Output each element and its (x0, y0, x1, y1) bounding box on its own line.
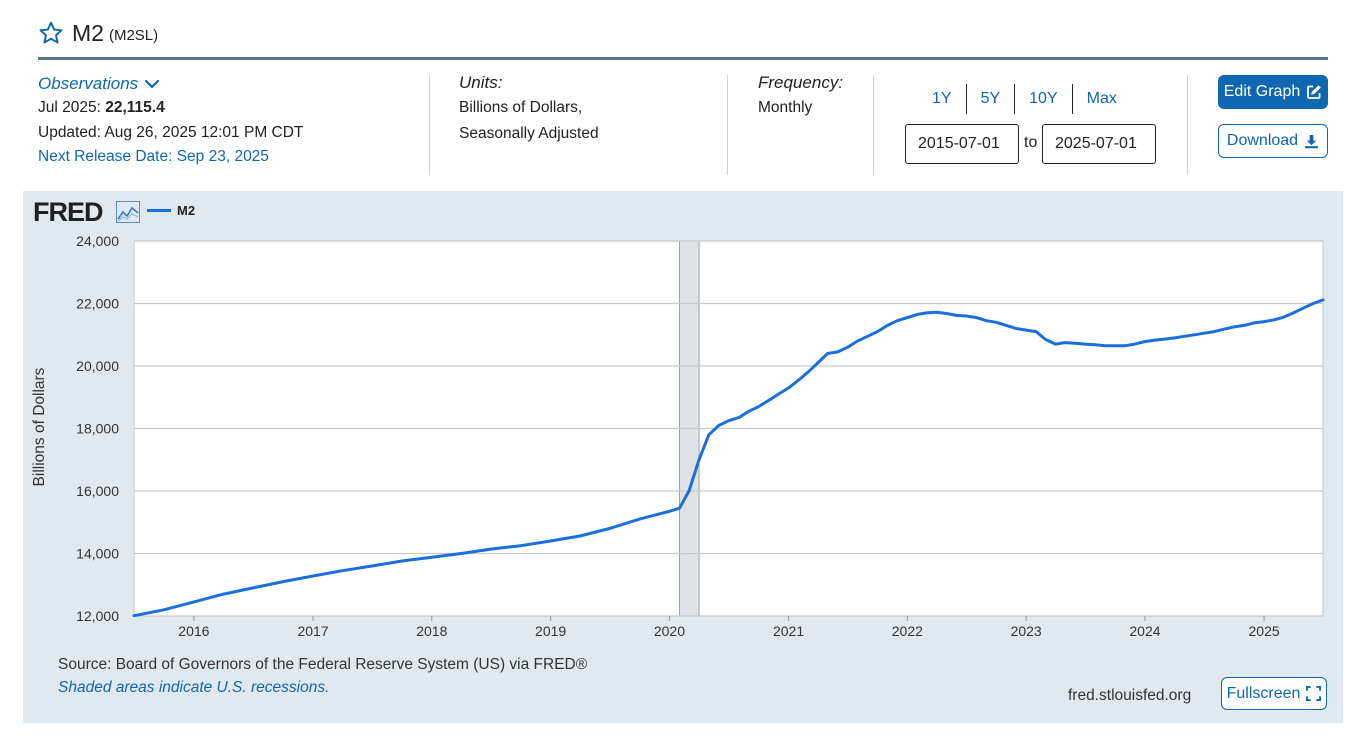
meta-divider (1187, 75, 1188, 175)
y-tick-label: 20,000 (76, 358, 119, 374)
latest-value: 22,115.4 (105, 99, 165, 116)
source-text: Source: Board of Governors of the Federa… (58, 656, 588, 673)
site-url: fred.stlouisfed.org (1068, 687, 1192, 704)
x-tick-label: 2018 (416, 623, 447, 639)
title-divider (38, 57, 1328, 60)
plot-border (133, 240, 1324, 617)
series-line-m2 (132, 298, 1325, 618)
meta-divider (429, 75, 430, 175)
y-tick-label: 24,000 (76, 233, 119, 249)
range-1y-button[interactable]: 1Y (918, 84, 967, 114)
x-tick-label: 2017 (297, 623, 328, 639)
y-tick-label: 12,000 (76, 608, 119, 624)
date-to-label: to (1024, 134, 1038, 151)
fullscreen-label: Fullscreen (1226, 684, 1301, 702)
observations-block: Observations Jul 2025: 22,115.4 Updated:… (38, 73, 303, 169)
star-icon[interactable] (38, 20, 64, 46)
recession-note-link[interactable]: Shaded areas indicate U.S. recessions. (58, 679, 330, 696)
edit-graph-label: Edit Graph (1223, 83, 1301, 100)
units-line-2: Seasonally Adjusted (459, 125, 599, 142)
units-line-1: Billions of Dollars, (459, 99, 583, 116)
download-button[interactable]: Download (1218, 124, 1328, 158)
frequency-value: Monthly (758, 99, 813, 116)
fred-logo: FRED (33, 197, 103, 227)
x-tick-label: 2020 (654, 623, 685, 639)
fullscreen-icon (1306, 686, 1322, 701)
latest-observation: Jul 2025: 22,115.4 (38, 95, 303, 120)
legend-swatch (147, 209, 171, 212)
edit-icon (1307, 85, 1322, 99)
frequency-block: Frequency: Monthly (758, 73, 843, 121)
series-title: M2 (72, 19, 104, 46)
x-tick-label: 2023 (1011, 623, 1042, 639)
start-date-input[interactable] (905, 124, 1019, 164)
y-tick-label: 14,000 (76, 546, 119, 562)
end-date-input[interactable] (1042, 124, 1156, 164)
graph-icon (116, 201, 140, 223)
frequency-label: Frequency: (758, 73, 844, 92)
chart-legend: M2 (147, 203, 195, 218)
x-tick-label: 2022 (892, 623, 923, 639)
y-axis-label: Billions of Dollars (31, 367, 48, 487)
observations-label: Observations (38, 74, 139, 93)
x-tick-label: 2021 (773, 623, 804, 639)
units-label: Units: (459, 73, 503, 92)
updated-text: Updated: Aug 26, 2025 12:01 PM CDT (38, 124, 304, 141)
meta-divider (727, 75, 728, 175)
x-tick-label: 2019 (535, 623, 566, 639)
range-max-button[interactable]: Max (1086, 90, 1117, 107)
download-icon (1305, 134, 1319, 148)
y-tick-label: 16,000 (76, 483, 119, 499)
download-label: Download (1226, 132, 1299, 149)
legend-label: M2 (177, 203, 196, 218)
y-tick-label: 22,000 (76, 296, 119, 312)
series-id: (M2SL) (108, 27, 159, 44)
series-title-row: M2 (M2SL) (38, 18, 158, 48)
edit-graph-button[interactable]: Edit Graph (1218, 75, 1328, 109)
range-buttons: 1Y 5Y 10Y Max (918, 84, 1131, 114)
range-10y-button[interactable]: 10Y (1015, 84, 1073, 114)
meta-divider (873, 75, 874, 175)
units-block: Units: Billions of Dollars, Seasonally A… (459, 73, 599, 147)
observations-dropdown[interactable]: Observations (38, 73, 303, 95)
next-release-link[interactable]: Next Release Date: Sep 23, 2025 (38, 148, 269, 165)
range-5y-button[interactable]: 5Y (967, 84, 1016, 114)
fullscreen-button[interactable]: Fullscreen (1221, 677, 1327, 710)
x-tick-label: 2025 (1249, 623, 1280, 639)
y-tick-label: 18,000 (76, 421, 119, 437)
chevron-down-icon (145, 79, 160, 89)
x-tick-label: 2016 (178, 623, 209, 639)
x-tick-label: 2024 (1129, 623, 1160, 639)
latest-period: Jul 2025: (38, 99, 101, 116)
